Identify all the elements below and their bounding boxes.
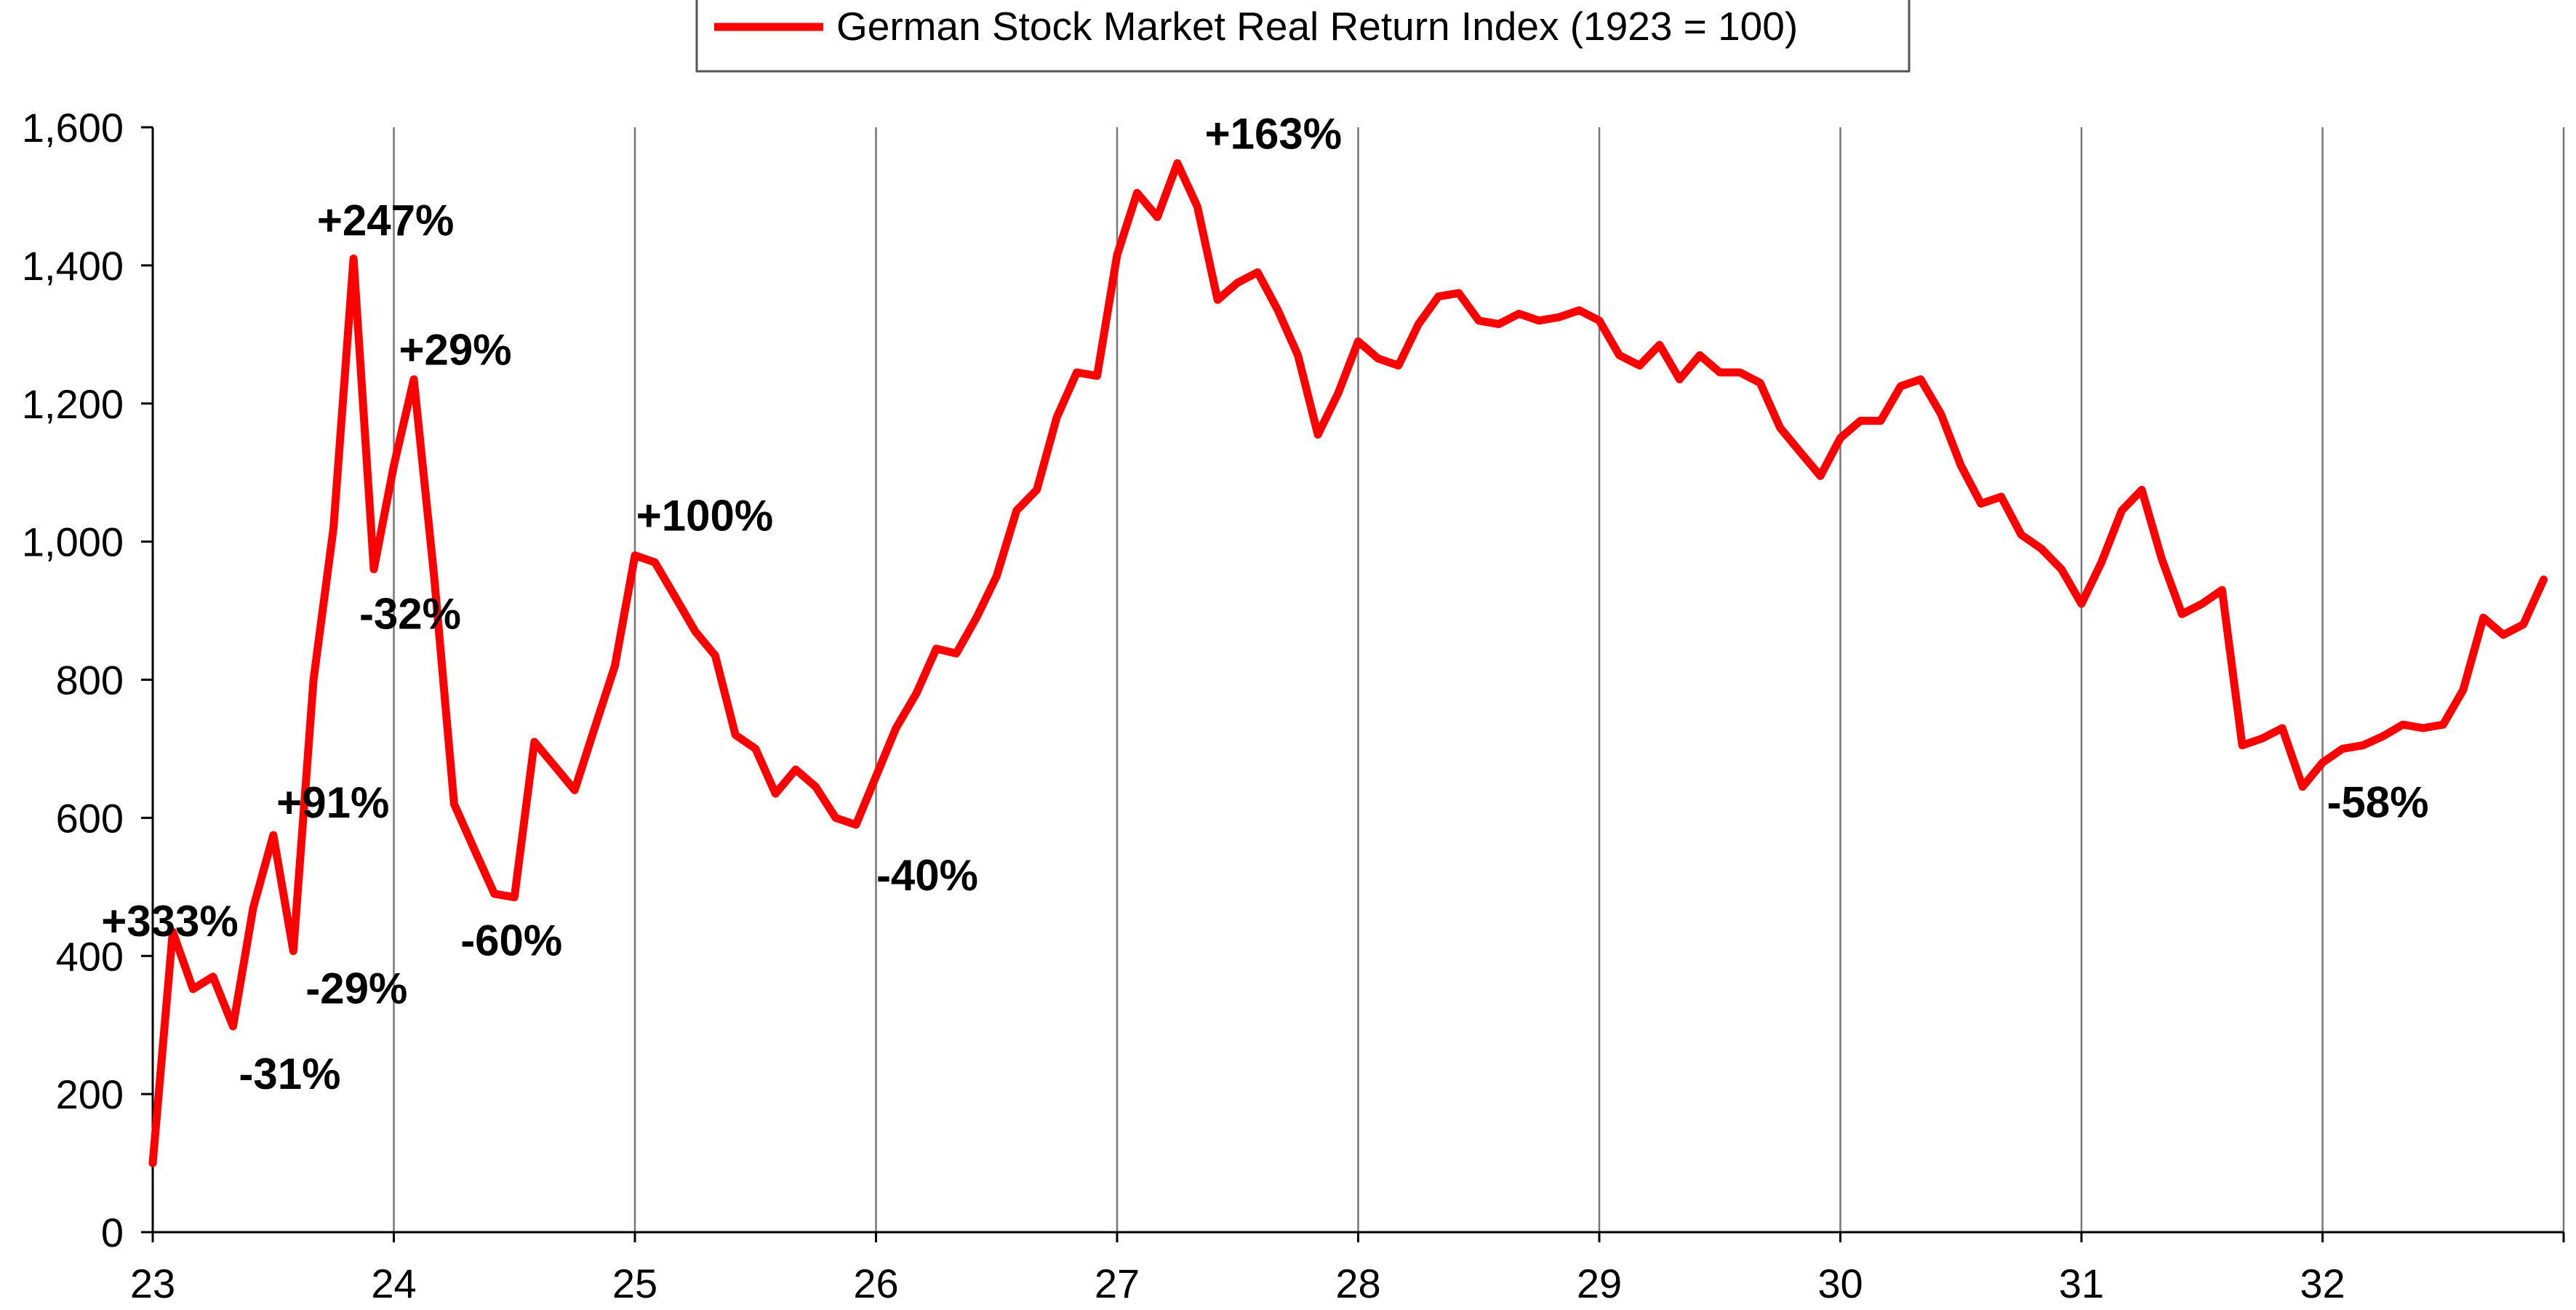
annotations: +333% -31% +91% -29% +247% -32% +29% -60% +100% -… <box>101 109 2428 1098</box>
annotation-label: -31% <box>239 1050 340 1098</box>
y-tick-label: 1,200 <box>22 381 124 427</box>
y-tick-label: 1,600 <box>22 105 124 151</box>
annotation-label: -32% <box>359 590 461 639</box>
axes <box>141 126 2565 1242</box>
y-tick-label: 1,400 <box>22 243 124 289</box>
x-tick-label: 23 <box>130 1261 175 1306</box>
series-line <box>148 159 2548 1167</box>
annotation-label: -60% <box>460 916 562 965</box>
annotation-label: -29% <box>305 964 407 1013</box>
annotation-label: +333% <box>101 897 239 946</box>
x-tick-label: 28 <box>1335 1261 1380 1306</box>
annotation-label: +163% <box>1205 109 1343 158</box>
x-tick-labels: 23 24 25 26 27 28 29 30 31 32 <box>130 1261 2345 1306</box>
legend-box <box>695 0 1911 73</box>
x-tick-label: 26 <box>853 1261 898 1306</box>
y-tick-label: 600 <box>56 795 124 841</box>
y-tick-label: 800 <box>56 658 124 703</box>
annotation-label: +91% <box>276 778 389 827</box>
x-tick-label: 32 <box>2300 1261 2345 1306</box>
gridlines <box>393 127 2565 1232</box>
y-tick-labels: 0 200 400 600 800 1,000 1,200 1,400 1,600 <box>22 105 124 1255</box>
annotation-label: +247% <box>317 196 455 244</box>
x-tick-label: 24 <box>371 1261 416 1306</box>
annotation-label: -40% <box>876 851 978 900</box>
y-tick-label: 200 <box>56 1071 124 1117</box>
x-tick-label: 30 <box>1817 1261 1863 1306</box>
x-tick-label: 29 <box>1577 1261 1622 1306</box>
series-layer <box>148 159 2548 1167</box>
y-tick-label: 0 <box>101 1210 124 1255</box>
legend-entry-label: German Stock Market Real Return Index (1… <box>836 4 1798 49</box>
x-tick-label: 27 <box>1095 1261 1140 1306</box>
x-tick-label: 25 <box>612 1261 657 1306</box>
legend: German Stock Market Real Return Index (1… <box>695 0 1911 73</box>
y-tick-label: 400 <box>56 933 124 979</box>
y-tick-label: 1,000 <box>22 519 124 565</box>
x-tick-label: 31 <box>2059 1261 2104 1306</box>
annotation-label: +100% <box>636 492 774 540</box>
annotation-label: -58% <box>2327 778 2428 827</box>
annotation-label: +29% <box>399 326 511 375</box>
